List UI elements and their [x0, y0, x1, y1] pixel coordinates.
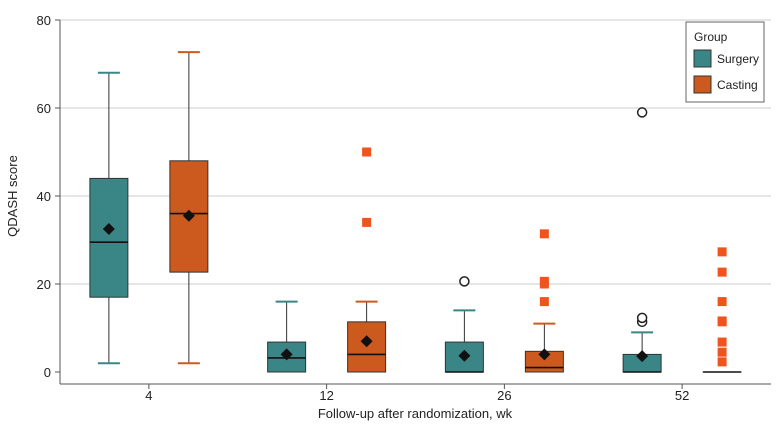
outlier-point [717, 267, 727, 277]
gridlines [60, 19, 771, 285]
legend-swatch-casting [693, 75, 712, 94]
box-casting-4 [169, 51, 209, 365]
box-groups [89, 51, 742, 373]
box-surgery-12 [267, 300, 307, 373]
y-tick-label: 40 [37, 189, 51, 204]
x-tick-label: 26 [497, 388, 511, 403]
mean-marker [538, 348, 551, 361]
mean-marker [102, 223, 115, 235]
y-axis-title: QDASH score [5, 155, 20, 237]
outlier-point [539, 229, 549, 239]
y-tick-label: 20 [37, 277, 51, 292]
outlier-point [362, 217, 372, 227]
outlier-point [717, 347, 727, 357]
box-iqr [267, 341, 307, 373]
box-iqr [89, 177, 129, 298]
box-surgery-52 [622, 107, 662, 373]
x-tick-label: 12 [319, 388, 333, 403]
outlier-point [636, 107, 648, 118]
mean-marker [360, 335, 373, 348]
x-tick-labels: 4 12 26 52 [145, 384, 689, 403]
legend: Group Surgery Casting [685, 21, 765, 103]
mean-marker [636, 350, 649, 363]
axes [59, 20, 771, 385]
outlier-point [539, 276, 549, 286]
outlier-point [717, 247, 727, 257]
outlier-point [636, 312, 648, 324]
outlier-point [539, 297, 549, 307]
y-tick-labels: 0 20 40 60 80 [37, 13, 60, 380]
x-tick-label: 4 [145, 388, 152, 403]
legend-title: Group [694, 30, 728, 44]
legend-swatch-surgery [693, 49, 712, 68]
outlier-point [459, 276, 470, 287]
outlier-point [717, 316, 727, 326]
mean-marker [182, 209, 195, 222]
outlier-point [717, 297, 727, 307]
y-tick-label: 0 [44, 365, 51, 380]
box-casting-52 [702, 247, 742, 373]
y-tick-label: 60 [37, 101, 51, 116]
outlier-point [717, 337, 727, 347]
mean-marker [280, 348, 293, 361]
legend-label-casting: Casting [717, 78, 758, 92]
mean-marker [458, 349, 471, 362]
legend-label-surgery: Surgery [717, 52, 759, 66]
x-tick-label: 52 [675, 388, 689, 403]
outlier-point [362, 147, 372, 157]
box-surgery-4 [89, 71, 129, 365]
x-axis-title: Follow-up after randomization, wk [318, 406, 513, 421]
outlier-point [717, 357, 727, 367]
box-casting-12 [347, 147, 387, 373]
box-casting-26 [524, 229, 564, 373]
box-surgery-26 [444, 276, 484, 373]
y-tick-label: 80 [37, 13, 51, 28]
